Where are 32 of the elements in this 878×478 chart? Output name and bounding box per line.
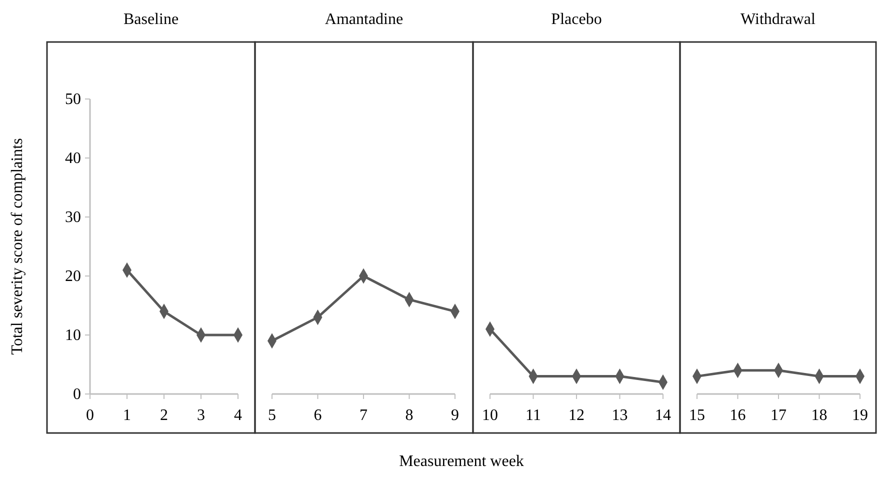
chart-title: Placebo bbox=[551, 11, 602, 28]
y-tick-label: 10 bbox=[65, 327, 81, 344]
x-tick-label: 1 bbox=[123, 407, 131, 424]
chart-title: Amantadine bbox=[324, 11, 404, 28]
x-tick-label: 18 bbox=[811, 407, 828, 424]
y-axis-title: Total severity score of complaints bbox=[9, 138, 26, 355]
x-tick-label: 7 bbox=[360, 407, 368, 424]
chart-title: Baseline bbox=[123, 11, 179, 28]
x-tick-label: 10 bbox=[482, 407, 498, 424]
x-tick-label: 17 bbox=[770, 407, 786, 424]
y-tick-label: 50 bbox=[65, 91, 81, 108]
chart-title: Withdrawal bbox=[740, 11, 816, 28]
y-tick-label: 20 bbox=[65, 268, 81, 285]
x-tick-label: 6 bbox=[314, 407, 322, 424]
x-tick-label: 12 bbox=[568, 407, 584, 424]
x-tick-label: 8 bbox=[405, 407, 414, 424]
x-tick-label: 14 bbox=[655, 407, 671, 424]
x-tick-label: 3 bbox=[197, 407, 205, 424]
x-tick-label: 13 bbox=[612, 407, 628, 424]
x-tick-label: 4 bbox=[234, 407, 242, 424]
x-tick-label: 0 bbox=[86, 407, 94, 424]
y-tick-label: 0 bbox=[73, 386, 81, 403]
x-tick-label: 9 bbox=[451, 407, 459, 424]
x-tick-label: 5 bbox=[268, 407, 276, 424]
y-tick-label: 30 bbox=[65, 209, 81, 226]
x-tick-label: 16 bbox=[730, 407, 746, 424]
x-tick-label: 11 bbox=[526, 407, 541, 424]
y-tick-label: 40 bbox=[65, 150, 81, 167]
x-axis-title: Measurement week bbox=[399, 453, 524, 470]
x-tick-label: 15 bbox=[689, 407, 705, 424]
x-tick-label: 2 bbox=[160, 407, 168, 424]
x-tick-label: 19 bbox=[852, 407, 868, 424]
